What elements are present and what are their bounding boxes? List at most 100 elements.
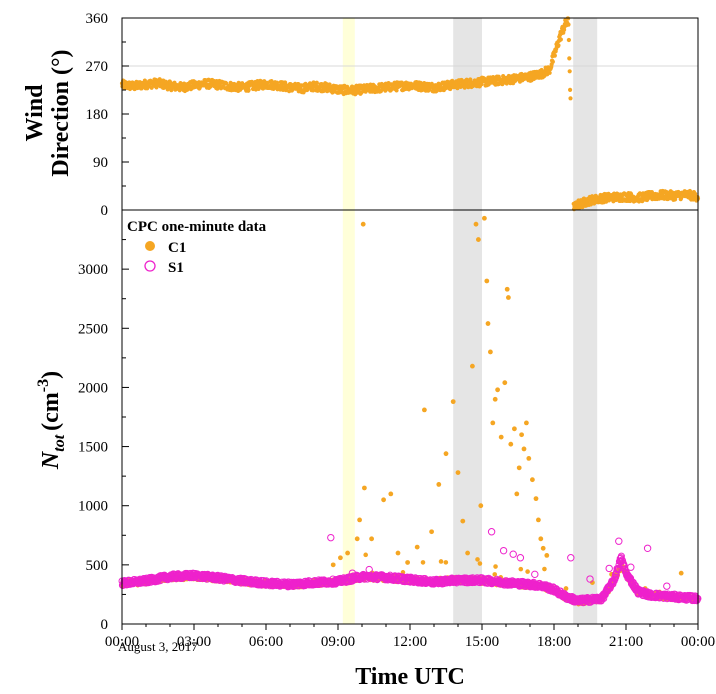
- wind-point: [479, 82, 484, 87]
- c1-point: [475, 557, 480, 562]
- c1-point: [473, 221, 479, 227]
- ntot-ylabel-exp: -3: [35, 379, 52, 392]
- wind-point: [567, 87, 573, 92]
- s1-point: [615, 537, 623, 545]
- c1-point: [460, 518, 466, 524]
- c1-point: [519, 432, 524, 438]
- wind-tick-label: 180: [86, 107, 109, 123]
- c1-point: [542, 566, 547, 572]
- s1-point: [327, 533, 335, 542]
- wind-point: [256, 86, 261, 92]
- c1-point: [360, 221, 366, 227]
- c1-point: [488, 349, 493, 355]
- c1-point: [512, 426, 517, 432]
- wind-ylabel-line2: Direction (°): [48, 49, 74, 176]
- s1-point: [499, 546, 508, 555]
- c1-points: [119, 215, 701, 607]
- wind-point: [561, 27, 567, 33]
- wind-point: [568, 96, 573, 101]
- wind-point: [550, 59, 555, 64]
- s1-point: [487, 528, 496, 536]
- c1-point: [422, 407, 427, 413]
- x-tick-label: 21:00: [609, 634, 643, 650]
- c1-point: [502, 380, 508, 386]
- wind-point: [246, 87, 251, 92]
- c1-point: [465, 550, 470, 556]
- c1-point: [521, 446, 527, 452]
- ntot-tick-label: 500: [86, 558, 109, 574]
- wind-point: [311, 88, 316, 93]
- c1-point: [678, 570, 684, 576]
- c1-point: [388, 491, 394, 497]
- s1-point: [663, 582, 671, 590]
- wind-tick-label: 270: [86, 59, 109, 75]
- c1-point: [485, 321, 491, 326]
- wind-tick-label: 90: [93, 155, 108, 171]
- c1-point: [443, 451, 449, 457]
- wind-tick-label: 0: [101, 203, 109, 219]
- c1-point: [492, 396, 498, 402]
- ntot-tick-label: 1500: [78, 440, 108, 456]
- shaded-period-3: [573, 18, 598, 624]
- wind-point: [224, 81, 229, 86]
- c1-point: [395, 550, 401, 556]
- c1-point: [338, 555, 343, 561]
- c1-point: [436, 482, 442, 487]
- legend-marker-c1: [145, 241, 155, 251]
- wind-point: [547, 70, 552, 75]
- ntot-y-axis: 0 500 1000 1500 2000 2500 3000: [78, 239, 129, 633]
- x-axis-label: Time UTC: [355, 664, 465, 690]
- c1-point: [429, 529, 434, 535]
- ntot-ylabel-main: N: [38, 450, 64, 470]
- c1-point: [438, 559, 444, 564]
- c1-point: [544, 552, 550, 558]
- c1-point: [493, 564, 498, 569]
- c1-point: [533, 496, 539, 502]
- wind-point: [399, 80, 404, 85]
- c1-point: [530, 477, 535, 483]
- ntot-ylabel-unit: (cm: [38, 392, 64, 431]
- s1-point: [531, 570, 539, 579]
- wind-point: [565, 16, 571, 21]
- legend-title: CPC one-minute data: [127, 219, 267, 235]
- s1-point: [567, 554, 575, 562]
- c1-point: [470, 363, 475, 369]
- c1-point: [514, 491, 520, 497]
- c1-point: [478, 503, 484, 509]
- wind-point: [567, 69, 572, 74]
- ntot-ylabel: Ntot (cm-3): [35, 371, 68, 470]
- c1-point: [498, 434, 504, 440]
- legend-marker-s1: [144, 260, 156, 272]
- c1-point: [477, 561, 483, 566]
- legend-label-s1: S1: [168, 260, 184, 276]
- wind-point: [556, 43, 561, 48]
- c1-point: [540, 545, 546, 551]
- x-date-note: August 3, 2017: [118, 639, 198, 654]
- ntot-tick-label: 3000: [78, 262, 108, 278]
- shaded-period-1: [342, 18, 355, 624]
- x-tick-label: 15:00: [465, 634, 499, 650]
- wind-point: [558, 37, 563, 42]
- wind-point: [445, 79, 450, 84]
- c1-point: [414, 544, 420, 550]
- c1-point: [504, 286, 510, 292]
- c1-point: [455, 470, 461, 475]
- wind-point: [504, 81, 509, 86]
- c1-point: [443, 560, 449, 565]
- ntot-ylabel-close: ): [38, 371, 64, 379]
- ntot-tick-label: 2000: [78, 380, 108, 396]
- s1-point: [509, 550, 517, 558]
- ntot-ylabel-sub: tot: [51, 434, 68, 451]
- c1-point: [524, 420, 529, 426]
- c1-point: [490, 420, 496, 426]
- ntot-tick-label: 1000: [78, 499, 108, 515]
- x-tick-label: 18:00: [537, 634, 571, 650]
- shaded-period-2: [453, 18, 482, 624]
- c1-point: [362, 485, 367, 491]
- c1-point: [518, 566, 524, 572]
- wind-tick-label: 360: [86, 11, 109, 27]
- wind-ylabel-line1: Wind: [22, 84, 48, 142]
- plot-border: [121, 17, 699, 625]
- legend: CPC one-minute data C1 S1: [127, 219, 267, 276]
